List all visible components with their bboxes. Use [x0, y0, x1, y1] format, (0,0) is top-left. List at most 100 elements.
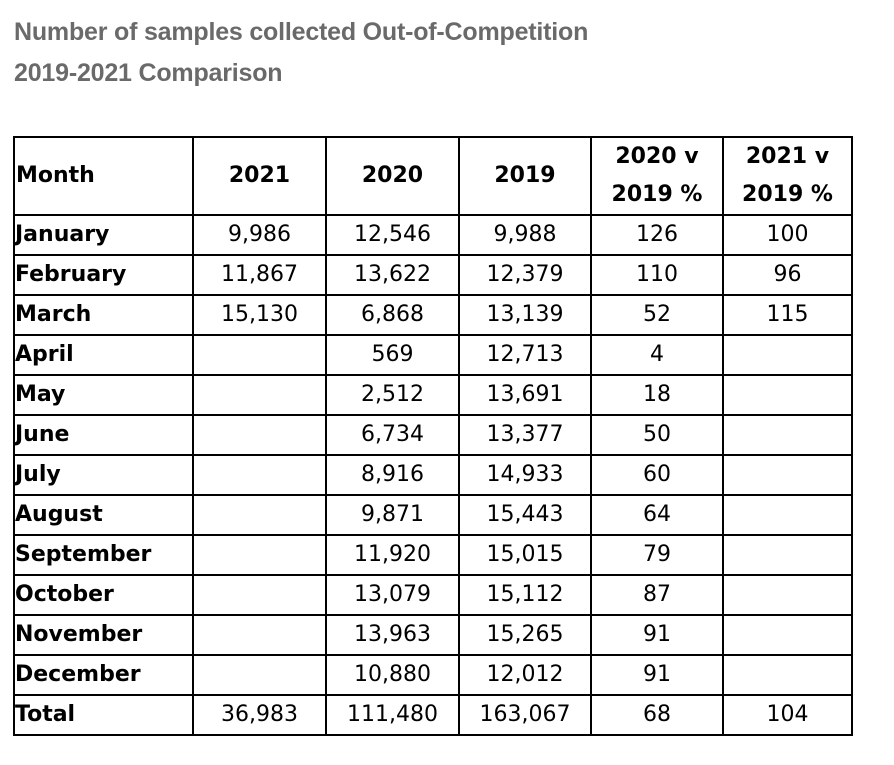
- value-2019-cell: 15,015: [458, 534, 592, 576]
- pct-2020-v-2019-cell: 50: [590, 414, 724, 456]
- table-header-row: Month 2021 2020 2019 2020 v 2019 % 2021 …: [13, 136, 853, 216]
- pct-2020-v-2019-cell: 91: [590, 614, 724, 656]
- value-2021-cell: 11,867: [192, 254, 327, 296]
- value-2020-cell: 9,871: [325, 494, 460, 536]
- value-2019-cell: 163,067: [458, 694, 592, 736]
- table-row: April 569 12,713 4: [13, 334, 853, 376]
- pct-2020-v-2019-cell: 91: [590, 654, 724, 696]
- value-2019-cell: 12,012: [458, 654, 592, 696]
- value-2020-cell: 13,079: [325, 574, 460, 616]
- table-row: December 10,880 12,012 91: [13, 654, 853, 696]
- header-2019: 2019: [458, 136, 592, 216]
- month-cell: March: [13, 294, 194, 336]
- value-2020-cell: 12,546: [325, 214, 460, 256]
- value-2021-cell: [192, 334, 327, 376]
- pct-2021-v-2019-cell: [722, 654, 853, 696]
- value-2020-cell: 13,622: [325, 254, 460, 296]
- pct-2021-v-2019-cell: [722, 614, 853, 656]
- value-2020-cell: 569: [325, 334, 460, 376]
- value-2020-cell: 8,916: [325, 454, 460, 496]
- pct-2021-v-2019-cell: [722, 334, 853, 376]
- pct-2020-v-2019-cell: 18: [590, 374, 724, 416]
- value-2021-cell: [192, 534, 327, 576]
- pct-2021-v-2019-cell: [722, 454, 853, 496]
- pct-2020-v-2019-cell: 64: [590, 494, 724, 536]
- month-cell: October: [13, 574, 194, 616]
- month-cell: February: [13, 254, 194, 296]
- value-2021-cell: 15,130: [192, 294, 327, 336]
- value-2020-cell: 13,963: [325, 614, 460, 656]
- pct-2020-v-2019-cell: 126: [590, 214, 724, 256]
- table-row: August 9,871 15,443 64: [13, 494, 853, 536]
- table-row: July 8,916 14,933 60: [13, 454, 853, 496]
- table-total-row: Total 36,983 111,480 163,067 68 104: [13, 694, 853, 736]
- value-2020-cell: 111,480: [325, 694, 460, 736]
- month-cell: April: [13, 334, 194, 376]
- header-2020-v-2019-top: 2020 v: [615, 144, 699, 169]
- pct-2020-v-2019-cell: 87: [590, 574, 724, 616]
- pct-2020-v-2019-cell: 68: [590, 694, 724, 736]
- value-2021-cell: [192, 614, 327, 656]
- table-row: November 13,963 15,265 91: [13, 614, 853, 656]
- pct-2021-v-2019-cell: 104: [722, 694, 853, 736]
- value-2021-cell: [192, 414, 327, 456]
- table-body: January 9,986 12,546 9,988 126 100 February 11,…: [13, 214, 853, 736]
- table-row: October 13,079 15,112 87: [13, 574, 853, 616]
- table-row: September 11,920 15,015 79: [13, 534, 853, 576]
- chart-subtitle: 2019-2021 Comparison: [14, 59, 283, 87]
- header-2021: 2021: [192, 136, 327, 216]
- value-2019-cell: 12,713: [458, 334, 592, 376]
- value-2020-cell: 6,868: [325, 294, 460, 336]
- table-row: January 9,986 12,546 9,988 126 100: [13, 214, 853, 256]
- value-2019-cell: 15,265: [458, 614, 592, 656]
- pct-2021-v-2019-cell: [722, 374, 853, 416]
- header-2020-v-2019-bottom: 2019 %: [611, 182, 703, 207]
- pct-2021-v-2019-cell: 100: [722, 214, 853, 256]
- pct-2021-v-2019-cell: [722, 534, 853, 576]
- month-cell: January: [13, 214, 194, 256]
- pct-2021-v-2019-cell: [722, 494, 853, 536]
- month-cell: Total: [13, 694, 194, 736]
- samples-table: Month 2021 2020 2019 2020 v 2019 % 2021 …: [13, 136, 853, 736]
- pct-2021-v-2019-cell: [722, 414, 853, 456]
- value-2021-cell: 36,983: [192, 694, 327, 736]
- pct-2020-v-2019-cell: 79: [590, 534, 724, 576]
- header-2020-v-2019-pct: 2020 v 2019 %: [590, 136, 724, 216]
- pct-2021-v-2019-cell: 115: [722, 294, 853, 336]
- chart-title: Number of samples collected Out-of-Compe…: [14, 18, 589, 46]
- value-2021-cell: [192, 654, 327, 696]
- value-2019-cell: 9,988: [458, 214, 592, 256]
- header-2021-v-2019-top: 2021 v: [745, 144, 830, 169]
- value-2019-cell: 13,377: [458, 414, 592, 456]
- table-row: February 11,867 13,622 12,379 110 96: [13, 254, 853, 296]
- pct-2020-v-2019-cell: 60: [590, 454, 724, 496]
- header-2021-v-2019-pct: 2021 v 2019 %: [722, 136, 853, 216]
- pct-2021-v-2019-cell: [722, 574, 853, 616]
- month-cell: June: [13, 414, 194, 456]
- pct-2020-v-2019-cell: 110: [590, 254, 724, 296]
- pct-2021-v-2019-cell: 96: [722, 254, 853, 296]
- value-2021-cell: 9,986: [192, 214, 327, 256]
- value-2020-cell: 10,880: [325, 654, 460, 696]
- table-row: May 2,512 13,691 18: [13, 374, 853, 416]
- month-cell: August: [13, 494, 194, 536]
- value-2019-cell: 15,443: [458, 494, 592, 536]
- value-2019-cell: 13,139: [458, 294, 592, 336]
- month-cell: November: [13, 614, 194, 656]
- month-cell: December: [13, 654, 194, 696]
- value-2019-cell: 13,691: [458, 374, 592, 416]
- pct-2020-v-2019-cell: 4: [590, 334, 724, 376]
- value-2019-cell: 12,379: [458, 254, 592, 296]
- value-2021-cell: [192, 494, 327, 536]
- value-2020-cell: 2,512: [325, 374, 460, 416]
- header-2020: 2020: [325, 136, 460, 216]
- month-cell: May: [13, 374, 194, 416]
- value-2019-cell: 15,112: [458, 574, 592, 616]
- value-2021-cell: [192, 574, 327, 616]
- header-month: Month: [13, 136, 194, 216]
- value-2020-cell: 11,920: [325, 534, 460, 576]
- table-row: March 15,130 6,868 13,139 52 115: [13, 294, 853, 336]
- month-cell: September: [13, 534, 194, 576]
- month-cell: July: [13, 454, 194, 496]
- pct-2020-v-2019-cell: 52: [590, 294, 724, 336]
